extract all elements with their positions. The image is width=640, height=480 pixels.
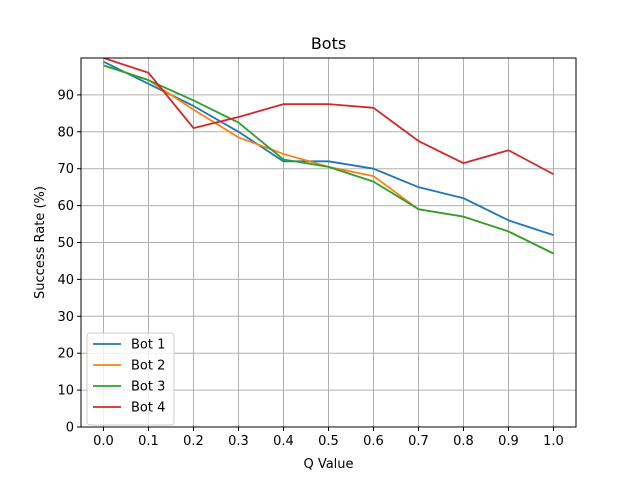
series-line-bot-4 bbox=[103, 58, 554, 176]
y-axis-label: Success Rate (%) bbox=[33, 186, 48, 299]
x-tick-label: 0.7 bbox=[408, 434, 429, 449]
y-tick-label: 40 bbox=[57, 273, 74, 288]
legend-label-bot-1: Bot 1 bbox=[131, 338, 165, 353]
x-tick-label: 0.9 bbox=[498, 434, 519, 449]
y-tick-label: 70 bbox=[57, 162, 74, 177]
y-tick-label: 20 bbox=[57, 347, 74, 362]
y-tick-label: 10 bbox=[57, 384, 74, 399]
axis-ticks: 0.0 0.1 0.2 0.3 0.4 0.5 0.6 0.7 0.8 0.9 1.0 0 10 20 30… bbox=[57, 88, 563, 449]
legend-label-bot-4: Bot 4 bbox=[131, 401, 165, 416]
x-axis-label: Q Value bbox=[303, 457, 353, 472]
x-tick-label: 0.0 bbox=[93, 434, 114, 449]
x-tick-label: 0.8 bbox=[453, 434, 474, 449]
chart-title: Bots bbox=[311, 34, 346, 53]
series-lines bbox=[103, 58, 554, 255]
y-tick-label: 30 bbox=[57, 310, 74, 325]
y-tick-label: 0 bbox=[66, 421, 74, 436]
x-tick-label: 0.4 bbox=[273, 434, 294, 449]
grid bbox=[81, 58, 576, 428]
y-tick-label: 60 bbox=[57, 199, 74, 214]
x-tick-label: 0.6 bbox=[363, 434, 384, 449]
x-tick-label: 0.1 bbox=[138, 434, 159, 449]
x-tick-label: 0.3 bbox=[228, 434, 249, 449]
y-tick-label: 80 bbox=[57, 125, 74, 140]
y-tick-label: 90 bbox=[57, 88, 74, 103]
x-tick-label: 1.0 bbox=[543, 434, 564, 449]
x-tick-label: 0.2 bbox=[183, 434, 204, 449]
legend-box bbox=[86, 332, 175, 426]
legend-label-bot-2: Bot 2 bbox=[131, 359, 165, 374]
series-line-bot-3 bbox=[103, 64, 554, 255]
series-line-bot-1 bbox=[103, 60, 554, 236]
x-tick-label: 0.5 bbox=[318, 434, 339, 449]
legend-label-bot-3: Bot 3 bbox=[131, 380, 165, 395]
legend: Bot 1 Bot 2 Bot 3 Bot 4 bbox=[86, 332, 175, 426]
y-tick-label: 50 bbox=[57, 236, 74, 251]
